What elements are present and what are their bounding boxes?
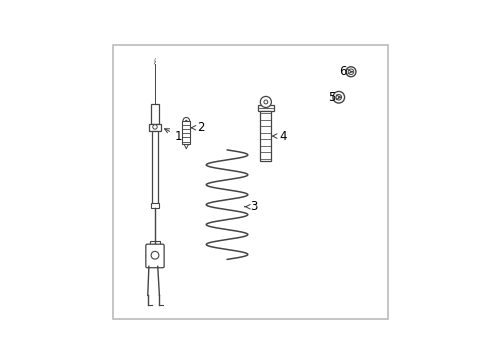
Text: 6: 6 <box>339 65 352 78</box>
Circle shape <box>332 91 344 103</box>
Circle shape <box>151 251 159 259</box>
Text: 3: 3 <box>244 200 257 213</box>
Circle shape <box>185 120 187 122</box>
Circle shape <box>347 69 353 75</box>
Text: 5: 5 <box>327 91 341 104</box>
Circle shape <box>349 71 351 73</box>
Circle shape <box>183 117 189 124</box>
FancyBboxPatch shape <box>148 123 161 131</box>
FancyBboxPatch shape <box>145 244 164 268</box>
Circle shape <box>260 96 271 108</box>
Circle shape <box>335 94 341 100</box>
Circle shape <box>346 67 355 77</box>
FancyBboxPatch shape <box>257 105 274 111</box>
FancyBboxPatch shape <box>152 131 158 204</box>
Circle shape <box>152 125 157 129</box>
Circle shape <box>337 96 339 98</box>
Text: 2: 2 <box>191 121 204 134</box>
FancyBboxPatch shape <box>151 104 158 123</box>
FancyBboxPatch shape <box>150 242 160 246</box>
FancyBboxPatch shape <box>260 111 271 161</box>
Text: 1: 1 <box>164 129 182 143</box>
FancyBboxPatch shape <box>150 203 159 208</box>
Text: 4: 4 <box>272 130 286 143</box>
FancyBboxPatch shape <box>182 121 190 144</box>
Circle shape <box>264 100 267 104</box>
